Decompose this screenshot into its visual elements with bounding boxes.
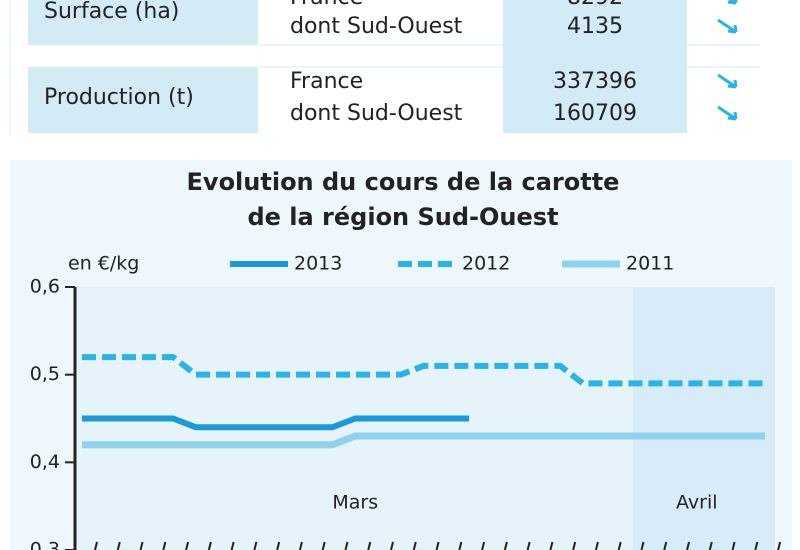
x-tick xyxy=(162,541,167,550)
x-tick xyxy=(686,541,690,550)
item-name: France xyxy=(290,69,363,94)
x-tick xyxy=(640,541,645,550)
y-tick-label: 0,3 xyxy=(30,539,60,550)
label-cell xyxy=(28,67,258,133)
x-tick xyxy=(367,541,372,550)
x-tick xyxy=(617,541,622,550)
label-cell xyxy=(28,0,258,45)
x-tick xyxy=(139,541,144,550)
y-tick-label: 0,5 xyxy=(30,363,60,385)
x-tick xyxy=(526,541,531,550)
x-tick xyxy=(572,541,577,550)
series-line xyxy=(82,415,470,431)
x-tick xyxy=(207,541,212,550)
x-tick xyxy=(390,541,394,550)
chart-subtitle: de la région Sud-Ouest xyxy=(247,203,558,231)
item-value: 8292 xyxy=(567,0,623,10)
x-tick xyxy=(253,541,258,550)
x-tick xyxy=(230,541,235,550)
item-name: France xyxy=(290,0,363,10)
x-tick xyxy=(94,541,98,550)
x-tick-label: Avril xyxy=(676,492,718,514)
plot: 0,3 0,4 0,5 0,6 Mars Avril 2013 2012 2011 xyxy=(30,253,782,550)
x-tick xyxy=(594,541,599,550)
x-tick xyxy=(754,541,759,550)
legend-label: 2012 xyxy=(462,253,510,275)
x-tick xyxy=(708,541,713,550)
x-tick xyxy=(412,541,417,550)
x-tick xyxy=(321,541,326,550)
x-tick-label: Mars xyxy=(332,492,378,514)
item-name: dont Sud-Ouest xyxy=(290,101,463,126)
legend-label: 2013 xyxy=(294,253,342,275)
trend-arrow xyxy=(717,105,738,121)
item-value: 337396 xyxy=(553,69,637,94)
x-tick xyxy=(116,541,121,550)
x-tick xyxy=(503,541,508,550)
table: Surface (ha) France 8292 dont Sud-Ouest 4135… xyxy=(44,0,738,126)
x-tick xyxy=(344,541,349,550)
x-tick xyxy=(458,541,463,550)
x-tick xyxy=(435,541,440,550)
x-tick xyxy=(185,541,190,550)
y-axis-label: en €/kg xyxy=(68,253,139,275)
row-label: Surface (ha) xyxy=(44,0,179,24)
row-label: Production (t) xyxy=(44,85,194,110)
series-line xyxy=(82,354,766,387)
legend-label: 2011 xyxy=(626,253,674,275)
item-value: 160709 xyxy=(553,101,637,126)
x-tick xyxy=(731,541,736,550)
x-tick xyxy=(663,541,668,550)
y-tick-label: 0,4 xyxy=(30,451,60,473)
x-tick xyxy=(549,541,554,550)
series-line xyxy=(82,432,766,449)
trend-arrow xyxy=(717,18,738,34)
x-tick xyxy=(276,541,281,550)
chart-title: Evolution du cours de la carotte xyxy=(187,168,620,196)
trend-arrow xyxy=(727,0,738,5)
y-tick-label: 0,6 xyxy=(30,276,60,298)
x-tick xyxy=(777,541,782,550)
item-name: dont Sud-Ouest xyxy=(290,14,463,39)
trend-arrow xyxy=(717,73,738,89)
month-band xyxy=(633,287,775,550)
x-tick xyxy=(298,541,303,550)
x-tick xyxy=(481,541,486,550)
item-value: 4135 xyxy=(567,14,623,39)
